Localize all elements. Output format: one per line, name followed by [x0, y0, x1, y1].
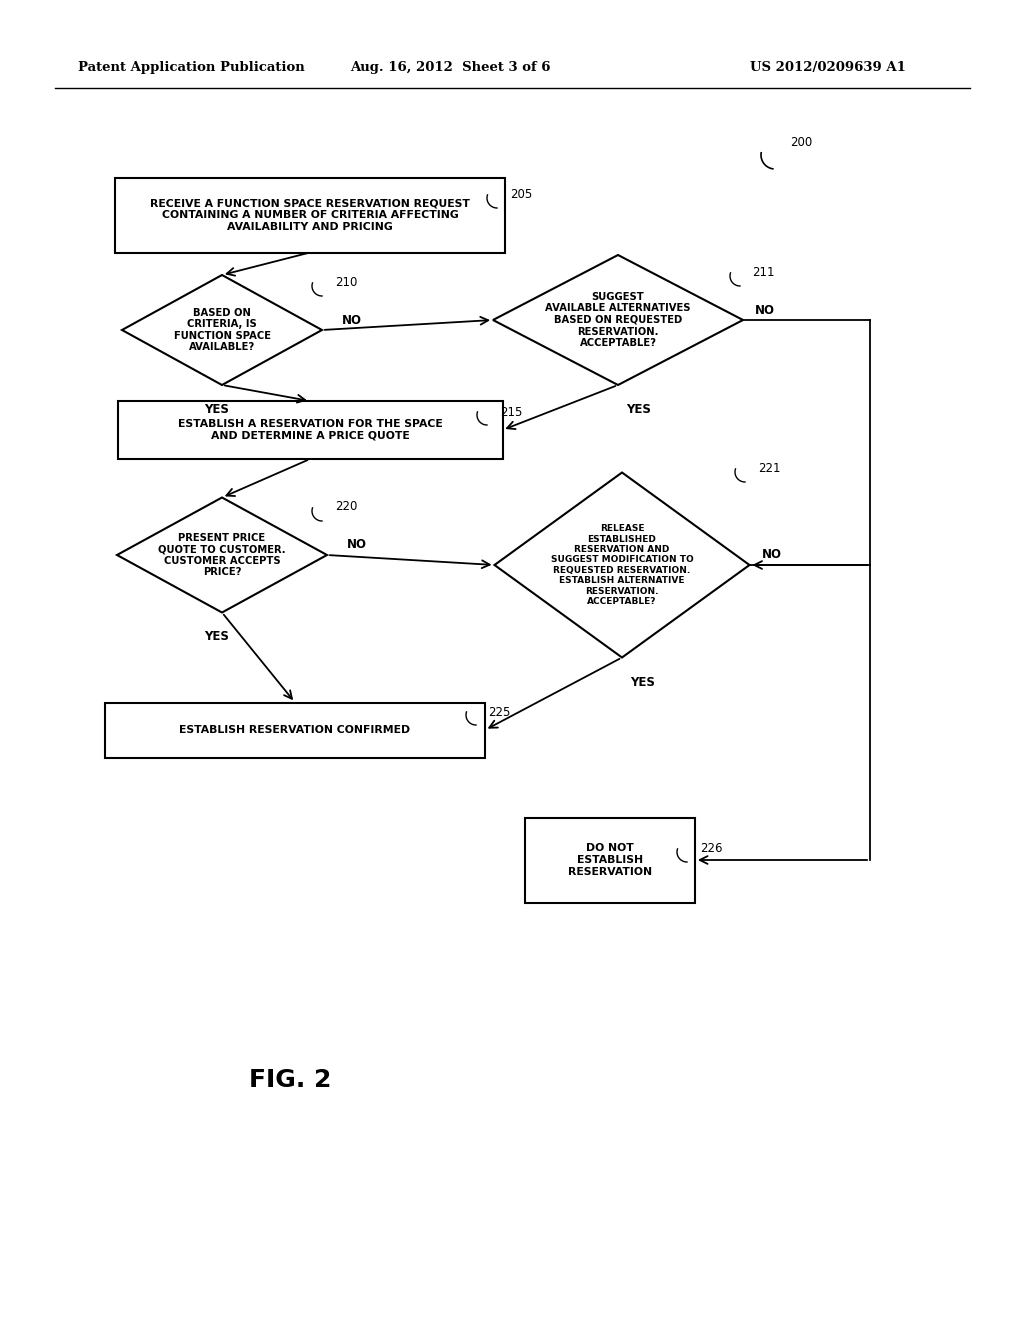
Text: PRESENT PRICE
QUOTE TO CUSTOMER.
CUSTOMER ACCEPTS
PRICE?: PRESENT PRICE QUOTE TO CUSTOMER. CUSTOME… — [158, 532, 286, 577]
Text: FIG. 2: FIG. 2 — [249, 1068, 331, 1092]
Polygon shape — [122, 275, 322, 385]
Text: 205: 205 — [510, 189, 532, 202]
Text: DO NOT
ESTABLISH
RESERVATION: DO NOT ESTABLISH RESERVATION — [568, 843, 652, 876]
Text: SUGGEST
AVAILABLE ALTERNATIVES
BASED ON REQUESTED
RESERVATION.
ACCEPTABLE?: SUGGEST AVAILABLE ALTERNATIVES BASED ON … — [545, 292, 691, 348]
FancyBboxPatch shape — [115, 177, 505, 252]
Text: 200: 200 — [790, 136, 812, 149]
Polygon shape — [117, 498, 327, 612]
Text: YES: YES — [205, 403, 229, 416]
Text: 226: 226 — [700, 842, 723, 854]
Text: 211: 211 — [752, 265, 774, 279]
Text: BASED ON
CRITERIA, IS
FUNCTION SPACE
AVAILABLE?: BASED ON CRITERIA, IS FUNCTION SPACE AVA… — [173, 308, 270, 352]
Text: 220: 220 — [335, 500, 357, 513]
FancyBboxPatch shape — [118, 401, 503, 459]
Polygon shape — [493, 255, 743, 385]
Text: Patent Application Publication: Patent Application Publication — [78, 62, 305, 74]
Text: YES: YES — [626, 403, 651, 416]
Text: NO: NO — [762, 549, 781, 561]
FancyBboxPatch shape — [105, 702, 485, 758]
Text: 225: 225 — [488, 705, 510, 718]
Text: 221: 221 — [758, 462, 780, 474]
Text: NO: NO — [347, 539, 367, 552]
Text: NO: NO — [755, 304, 775, 317]
Text: Aug. 16, 2012  Sheet 3 of 6: Aug. 16, 2012 Sheet 3 of 6 — [350, 62, 550, 74]
Polygon shape — [495, 473, 750, 657]
Text: US 2012/0209639 A1: US 2012/0209639 A1 — [750, 62, 906, 74]
FancyBboxPatch shape — [525, 817, 695, 903]
Text: ESTABLISH A RESERVATION FOR THE SPACE
AND DETERMINE A PRICE QUOTE: ESTABLISH A RESERVATION FOR THE SPACE AN… — [177, 420, 442, 441]
Text: 210: 210 — [335, 276, 357, 289]
Text: NO: NO — [342, 314, 362, 326]
Text: RELEASE
ESTABLISHED
RESERVATION AND
SUGGEST MODIFICATION TO
REQUESTED RESERVATIO: RELEASE ESTABLISHED RESERVATION AND SUGG… — [551, 524, 693, 606]
Text: YES: YES — [205, 631, 229, 644]
Text: RECEIVE A FUNCTION SPACE RESERVATION REQUEST
CONTAINING A NUMBER OF CRITERIA AFF: RECEIVE A FUNCTION SPACE RESERVATION REQ… — [151, 198, 470, 231]
Text: YES: YES — [630, 676, 655, 689]
Text: 215: 215 — [500, 405, 522, 418]
Text: ESTABLISH RESERVATION CONFIRMED: ESTABLISH RESERVATION CONFIRMED — [179, 725, 411, 735]
